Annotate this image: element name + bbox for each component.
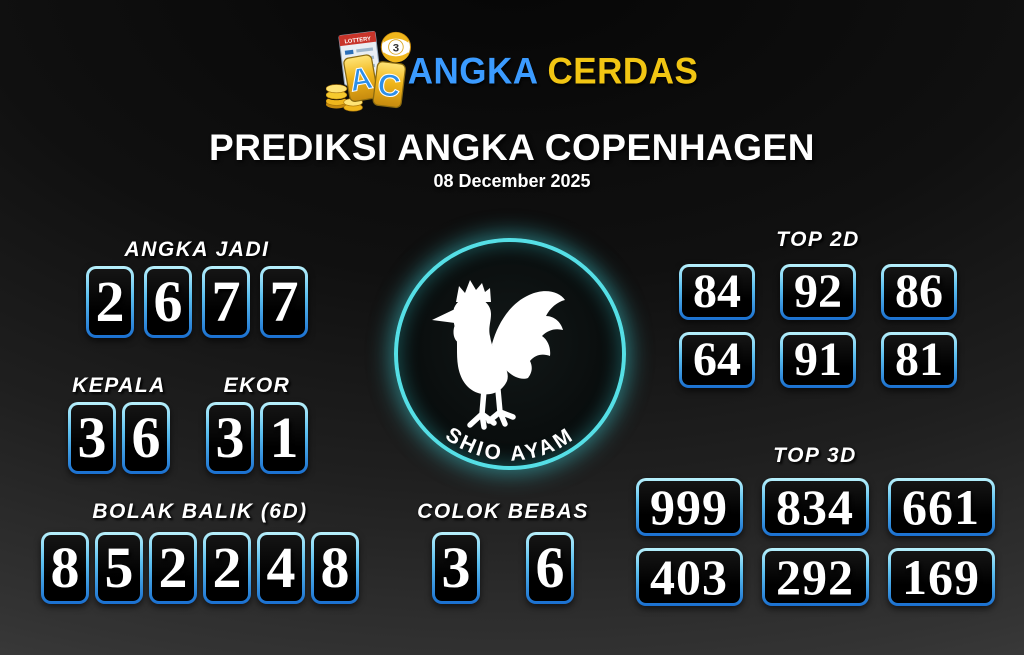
section-colok-bebas: COLOK BEBAS 3 6 — [408, 500, 598, 604]
number-box: 6 — [144, 266, 192, 338]
svg-text:A: A — [346, 60, 374, 98]
number-box: 2 — [149, 532, 197, 604]
digit-value: 8 — [320, 535, 350, 600]
number-value: 403 — [650, 549, 728, 605]
number-box: 86 — [881, 264, 957, 320]
number-box: 84 — [679, 264, 755, 320]
rooster-beak — [432, 309, 455, 323]
number-box: 292 — [761, 548, 869, 606]
angka-jadi-row: 2 6 7 7 — [62, 266, 332, 338]
number-box: 6 — [526, 532, 574, 604]
number-value: 999 — [650, 479, 728, 535]
number-box: 92 — [780, 264, 856, 320]
digit-value: 7 — [269, 269, 299, 334]
number-box: 2 — [86, 266, 134, 338]
section-kepala: KEPALA 3 6 — [68, 374, 170, 474]
colok-bebas-label: COLOK BEBAS — [417, 500, 589, 523]
number-box: 3 — [432, 532, 480, 604]
top-2d-grid: 84 92 86 64 91 81 — [668, 264, 968, 388]
number-value: 91 — [794, 333, 842, 386]
digit-value: 6 — [131, 405, 161, 470]
number-box: 2 — [203, 532, 251, 604]
logo-card-a: A — [342, 54, 378, 103]
number-box: 1 — [260, 402, 308, 474]
top-2d-label: TOP 2D — [776, 228, 860, 251]
kepala-label: KEPALA — [72, 374, 166, 397]
number-value: 92 — [794, 265, 842, 318]
number-box: 834 — [761, 478, 869, 536]
logo-text-angka: ANGKA — [407, 50, 539, 93]
number-box: 64 — [679, 332, 755, 388]
page-date: 08 December 2025 — [433, 171, 591, 191]
rooster-comb — [456, 280, 491, 302]
number-box: 8 — [41, 532, 89, 604]
logo-text-cerdas: CERDAS — [547, 50, 699, 93]
digit-value: 6 — [153, 269, 183, 334]
number-box: 7 — [202, 266, 250, 338]
page-title: PREDIKSI ANGKA COPENHAGEN — [209, 127, 815, 168]
rooster-body — [453, 296, 508, 395]
number-value: 86 — [895, 265, 943, 318]
ekor-label: EKOR — [223, 374, 291, 397]
digit-value: 7 — [211, 269, 241, 334]
section-bolak-balik: BOLAK BALIK (6D) 8 5 2 2 4 8 — [20, 500, 380, 604]
top-3d-label: TOP 3D — [773, 444, 857, 467]
svg-text:C: C — [375, 67, 402, 104]
number-box: 81 — [881, 332, 957, 388]
svg-text:3: 3 — [392, 43, 398, 55]
section-top-2d: TOP 2D 84 92 86 64 91 81 — [668, 228, 968, 388]
digit-value: 3 — [77, 405, 107, 470]
number-box: 5 — [95, 532, 143, 604]
number-box: 999 — [635, 478, 743, 536]
digit-value: 2 — [158, 535, 188, 600]
colok-bebas-row: 3 6 — [408, 532, 598, 604]
number-value: 169 — [902, 549, 980, 605]
shio-name-curved-text: SHIO AYAM — [441, 423, 578, 466]
digit-value: 3 — [441, 535, 471, 600]
digit-value: 6 — [535, 535, 565, 600]
digit-value: 2 — [212, 535, 242, 600]
digit-value: 4 — [266, 535, 296, 600]
number-box: 661 — [887, 478, 995, 536]
digit-value: 5 — [104, 535, 134, 600]
number-box: 7 — [260, 266, 308, 338]
number-box: 3 — [68, 402, 116, 474]
number-value: 834 — [776, 479, 854, 535]
digit-value: 1 — [269, 405, 299, 470]
coins-icon — [325, 84, 363, 112]
lottery-ball-icon: 3 — [380, 31, 411, 63]
number-value: 292 — [776, 549, 854, 605]
angka-jadi-label: ANGKA JADI — [124, 238, 270, 261]
top-3d-grid: 999 834 661 403 292 169 — [625, 478, 1005, 606]
number-box: 4 — [257, 532, 305, 604]
digit-value: 2 — [95, 269, 125, 334]
section-ekor: EKOR 3 1 — [206, 374, 308, 474]
shio-emblem: SHIO AYAM — [394, 238, 626, 470]
bolak-balik-label: BOLAK BALIK (6D) — [92, 500, 308, 523]
rooster-icon: SHIO AYAM — [432, 280, 578, 466]
number-box: 169 — [887, 548, 995, 606]
rooster-tail — [492, 291, 565, 379]
number-box: 403 — [635, 548, 743, 606]
digit-value: 3 — [215, 405, 245, 470]
section-angka-jadi: ANGKA JADI 2 6 7 7 — [62, 238, 332, 338]
section-top-3d: TOP 3D 999 834 661 403 292 169 — [625, 444, 1005, 606]
number-box: 6 — [122, 402, 170, 474]
logo-card-c: C — [372, 61, 406, 109]
number-value: 84 — [693, 265, 741, 318]
number-value: 81 — [895, 333, 943, 386]
number-value: 661 — [902, 479, 980, 535]
svg-text:LOTTERY: LOTTERY — [344, 36, 371, 45]
bolak-balik-row: 8 5 2 2 4 8 — [20, 532, 380, 604]
number-box: 91 — [780, 332, 856, 388]
rooster-legs — [467, 387, 516, 430]
site-logo[interactable]: LOTTERY A C 3 — [0, 28, 1024, 116]
logo-emblem-icon: LOTTERY A C 3 — [325, 31, 411, 112]
number-box: 3 — [206, 402, 254, 474]
section-kepala-ekor: KEPALA 3 6 EKOR 3 1 — [68, 374, 308, 474]
number-value: 64 — [693, 333, 741, 386]
number-box: 8 — [311, 532, 359, 604]
digit-value: 8 — [50, 535, 80, 600]
